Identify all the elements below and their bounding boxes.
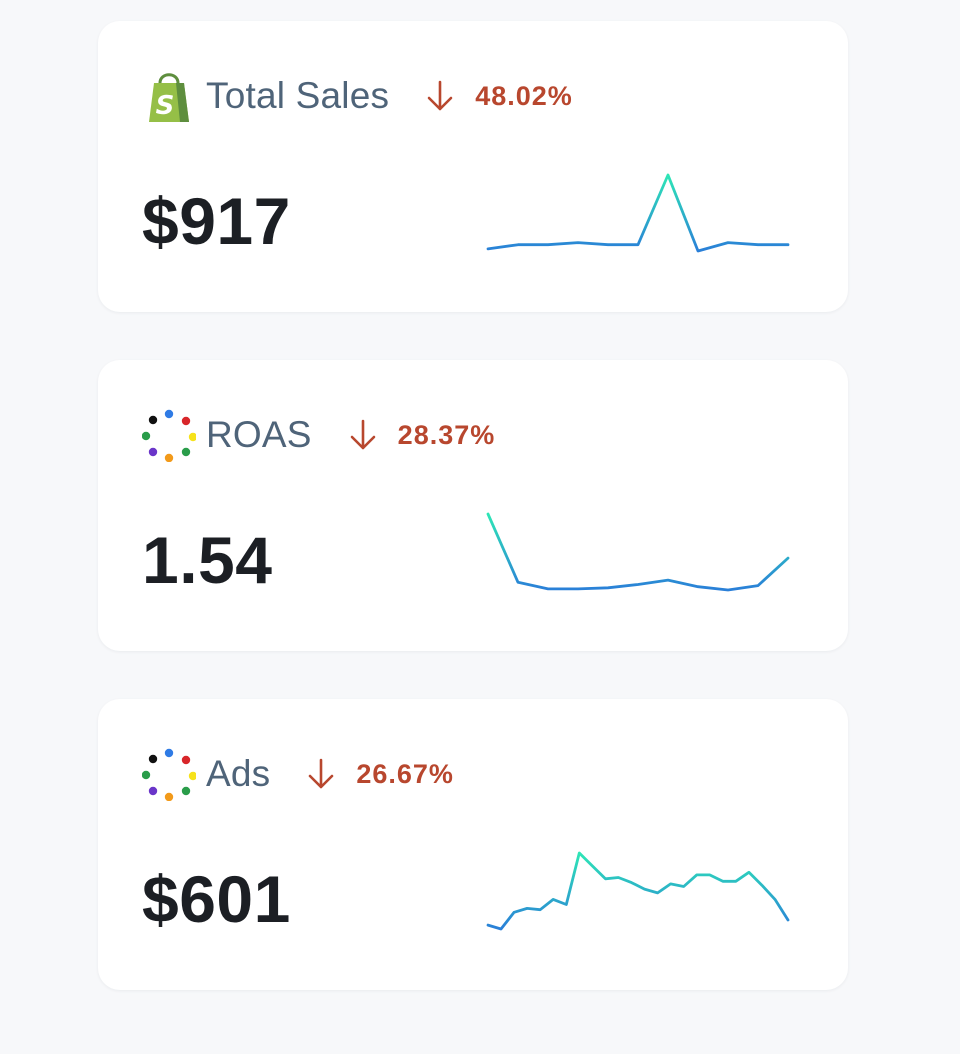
metric-label: ROAS (206, 414, 312, 455)
change-percentage: 28.37% (397, 419, 496, 450)
change-indicator: 48.02% (425, 79, 573, 113)
sparkline-chart (486, 173, 790, 253)
card-header: ROAS 28.37% (142, 408, 496, 462)
metric-value: $917 (142, 184, 291, 258)
dots-ring-icon (142, 747, 196, 801)
metric-value: 1.54 (142, 523, 273, 597)
arrow-down-icon (427, 80, 453, 111)
card-header: Ads 26.67% (142, 747, 454, 801)
change-percentage: 48.02% (475, 80, 573, 111)
sparkline-chart (486, 851, 790, 931)
sparkline-chart (486, 512, 790, 592)
card-header: S Total Sales 48.02% (142, 69, 573, 123)
change-percentage: 26.67% (356, 758, 454, 789)
roas-card[interactable]: ROAS 28.37% 1.54 (98, 360, 848, 651)
ads-card[interactable]: Ads 26.67% $601 (98, 699, 848, 990)
metric-label: Ads (206, 753, 271, 794)
metric-label: Total Sales (206, 75, 390, 116)
svg-text:S: S (156, 91, 175, 121)
sparkline-series (486, 512, 790, 592)
dots-ring-icon (142, 408, 196, 462)
change-indicator: 26.67% (306, 757, 454, 791)
shopify-bag-icon: S (142, 69, 196, 123)
arrow-down-icon (350, 419, 375, 450)
sparkline-series (486, 173, 790, 253)
change-indicator: 28.37% (348, 418, 496, 452)
metric-value: $601 (142, 862, 291, 936)
arrow-down-icon (309, 758, 334, 789)
sparkline-series (486, 851, 790, 931)
total-sales-card[interactable]: S Total Sales 48.02% $917 (98, 21, 848, 312)
